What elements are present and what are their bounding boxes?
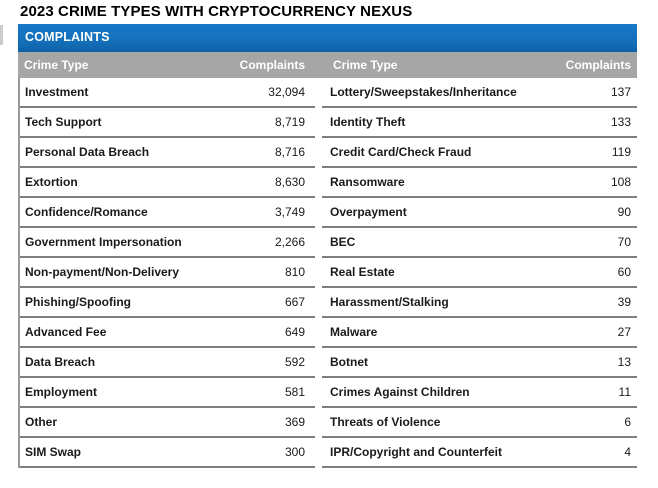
table-row: Non-payment/Non-Delivery 810 bbox=[20, 258, 315, 288]
crime-type-cell: Malware bbox=[330, 325, 378, 339]
table-row: Malware 27 bbox=[322, 318, 637, 348]
complaints-count-cell: 300 bbox=[284, 445, 305, 459]
crime-type-cell: Botnet bbox=[330, 355, 368, 369]
complaints-count-cell: 32,094 bbox=[268, 85, 305, 99]
header-crime-type-right: Crime Type bbox=[333, 58, 398, 72]
crime-type-cell: Investment bbox=[25, 85, 89, 99]
crime-type-cell: Tech Support bbox=[25, 115, 102, 129]
complaints-count-cell: 8,716 bbox=[274, 145, 305, 159]
table-row: Phishing/Spoofing 667 bbox=[20, 288, 315, 318]
table-row: BEC 70 bbox=[322, 228, 637, 258]
complaints-count-cell: 27 bbox=[617, 325, 631, 339]
crime-type-cell: Real Estate bbox=[330, 265, 395, 279]
crime-type-cell: Data Breach bbox=[25, 355, 96, 369]
crime-type-cell: Crimes Against Children bbox=[330, 385, 470, 399]
complaints-count-cell: 3,749 bbox=[274, 205, 305, 219]
crime-type-cell: Advanced Fee bbox=[25, 325, 107, 339]
section-header-label: COMPLAINTS bbox=[25, 29, 110, 44]
table-row: Botnet 13 bbox=[322, 348, 637, 378]
complaints-table: COMPLAINTS Crime Type Complaints Crime T… bbox=[18, 24, 637, 468]
complaints-count-cell: 137 bbox=[610, 85, 631, 99]
complaints-count-cell: 70 bbox=[617, 235, 631, 249]
complaints-count-cell: 39 bbox=[617, 295, 631, 309]
crime-type-cell: Ransomware bbox=[330, 175, 405, 189]
complaints-count-cell: 8,630 bbox=[274, 175, 305, 189]
complaints-count-cell: 2,266 bbox=[274, 235, 305, 249]
crime-type-cell: Overpayment bbox=[330, 205, 407, 219]
crime-type-cell: Credit Card/Check Fraud bbox=[330, 145, 472, 159]
table-row: Confidence/Romance 3,749 bbox=[20, 198, 315, 228]
crime-type-cell: Threats of Violence bbox=[330, 415, 441, 429]
table-row: Ransomware 108 bbox=[322, 168, 637, 198]
table-right-column: Lottery/Sweepstakes/Inheritance 137 Identi… bbox=[322, 78, 637, 468]
crime-type-cell: Other bbox=[25, 415, 58, 429]
crime-type-cell: Lottery/Sweepstakes/Inheritance bbox=[330, 85, 517, 99]
complaints-count-cell: 592 bbox=[284, 355, 305, 369]
header-complaints-right: Complaints bbox=[565, 58, 631, 72]
table-row: Overpayment 90 bbox=[322, 198, 637, 228]
crime-type-cell: Confidence/Romance bbox=[25, 205, 148, 219]
crime-type-cell: Harassment/Stalking bbox=[330, 295, 449, 309]
complaints-count-cell: 119 bbox=[611, 145, 631, 159]
table-row: Data Breach 592 bbox=[20, 348, 315, 378]
crime-type-cell: IPR/Copyright and Counterfeit bbox=[330, 445, 502, 459]
header-crime-type-left: Crime Type bbox=[24, 58, 89, 72]
crime-type-cell: Personal Data Breach bbox=[25, 145, 150, 159]
table-row: Real Estate 60 bbox=[322, 258, 637, 288]
table-row: Credit Card/Check Fraud 119 bbox=[322, 138, 637, 168]
table-row: IPR/Copyright and Counterfeit 4 bbox=[322, 438, 637, 468]
crime-type-cell: Identity Theft bbox=[330, 115, 406, 129]
table-row: Identity Theft 133 bbox=[322, 108, 637, 138]
crime-type-cell: BEC bbox=[330, 235, 356, 249]
complaints-count-cell: 11 bbox=[618, 385, 631, 399]
table-row: Advanced Fee 649 bbox=[20, 318, 315, 348]
complaints-count-cell: 810 bbox=[284, 265, 305, 279]
complaints-count-cell: 4 bbox=[624, 445, 631, 459]
table-column-headers: Crime Type Complaints Crime Type Complai… bbox=[18, 52, 637, 78]
complaints-count-cell: 369 bbox=[284, 415, 305, 429]
crime-type-cell: Phishing/Spoofing bbox=[25, 295, 131, 309]
complaints-count-cell: 649 bbox=[284, 325, 305, 339]
complaints-count-cell: 90 bbox=[617, 205, 631, 219]
complaints-count-cell: 667 bbox=[284, 295, 305, 309]
table-body: Investment 32,094 Tech Support 8,719 Persona… bbox=[18, 78, 637, 468]
table-row: Other 369 bbox=[20, 408, 315, 438]
crime-type-cell: Non-payment/Non-Delivery bbox=[25, 265, 180, 279]
table-row: Employment 581 bbox=[20, 378, 315, 408]
table-row: Personal Data Breach 8,716 bbox=[20, 138, 315, 168]
crime-type-cell: Government Impersonation bbox=[25, 235, 182, 249]
complaints-count-cell: 60 bbox=[617, 265, 631, 279]
table-row: SIM Swap 300 bbox=[20, 438, 315, 468]
header-complaints-left: Complaints bbox=[239, 58, 305, 72]
table-row: Crimes Against Children 11 bbox=[322, 378, 637, 408]
table-left-column: Investment 32,094 Tech Support 8,719 Persona… bbox=[18, 78, 315, 468]
table-row: Extortion 8,630 bbox=[20, 168, 315, 198]
table-row: Lottery/Sweepstakes/Inheritance 137 bbox=[322, 78, 637, 108]
complaints-count-cell: 581 bbox=[284, 385, 305, 399]
table-row: Tech Support 8,719 bbox=[20, 108, 315, 138]
complaints-count-cell: 13 bbox=[617, 355, 631, 369]
table-row: Investment 32,094 bbox=[20, 78, 315, 108]
table-row: Harassment/Stalking 39 bbox=[322, 288, 637, 318]
page-title: 2023 CRIME TYPES WITH CRYPTOCURRENCY NEX… bbox=[20, 3, 413, 20]
page-edge-artifact bbox=[0, 25, 3, 45]
complaints-count-cell: 6 bbox=[624, 415, 631, 429]
complaints-count-cell: 108 bbox=[610, 175, 631, 189]
crime-type-cell: Employment bbox=[25, 385, 98, 399]
crime-type-cell: Extortion bbox=[25, 175, 78, 189]
complaints-count-cell: 8,719 bbox=[274, 115, 305, 129]
crime-type-cell: SIM Swap bbox=[25, 445, 82, 459]
table-row: Threats of Violence 6 bbox=[322, 408, 637, 438]
complaints-count-cell: 133 bbox=[610, 115, 631, 129]
table-section-header: COMPLAINTS bbox=[18, 24, 637, 52]
table-row: Government Impersonation 2,266 bbox=[20, 228, 315, 258]
